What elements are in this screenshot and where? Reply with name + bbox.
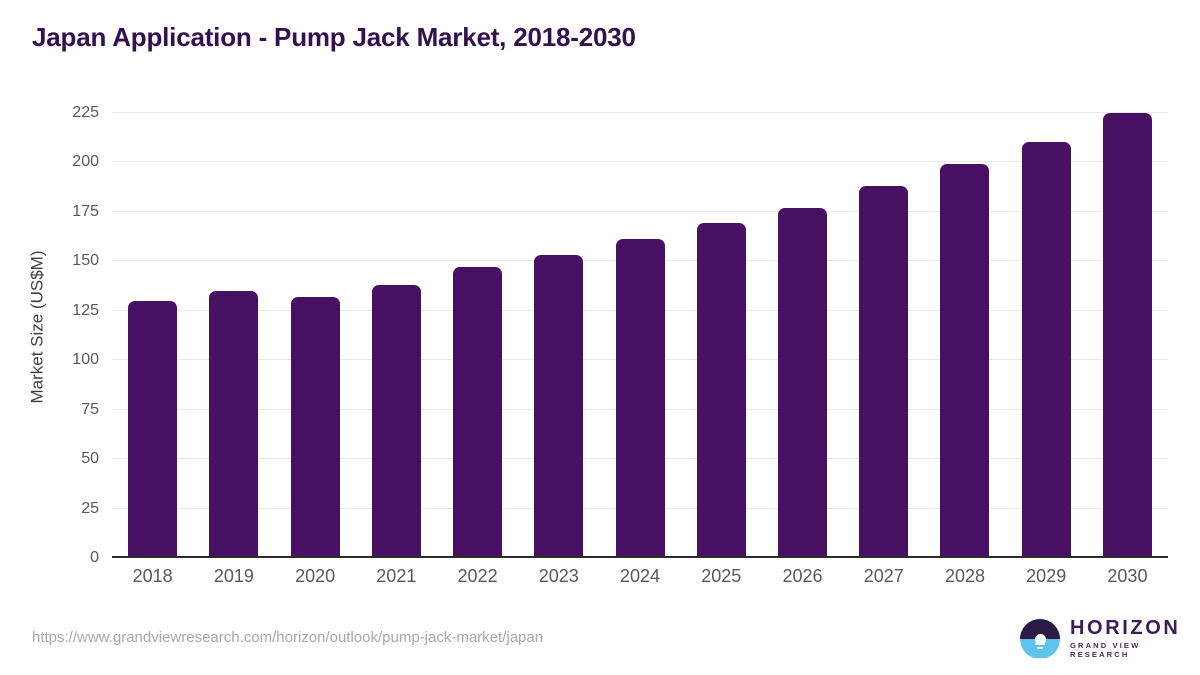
bar-slot-2023: [518, 95, 599, 558]
x-tick-label-2027: 2027: [863, 566, 904, 586]
gridline: [112, 210, 1168, 212]
bar-slot-2026: [762, 95, 843, 558]
y-tick-label: 25: [81, 499, 99, 517]
y-tick-label: 50: [81, 450, 99, 467]
y-tick-label: 175: [72, 202, 99, 220]
bar-slot-2027: [843, 95, 924, 558]
bar-2023: [534, 255, 584, 558]
bar-slot-2024: [599, 95, 680, 558]
x-tick-label-2019: 2019: [213, 566, 254, 586]
y-tick-label: 0: [90, 549, 99, 566]
bar-slot-2028: [924, 95, 1005, 558]
bar-slot-2029: [1006, 95, 1087, 558]
x-tick-label-2018: 2018: [132, 566, 173, 586]
x-tick-label-2029: 2029: [1026, 566, 1067, 586]
bar-slot-2019: [193, 95, 274, 558]
bar-2021: [371, 284, 421, 558]
bar-slot-2018: [112, 95, 193, 558]
x-axis-tick-labels: 2018 2019 2020 2021 2022 2023 2024 2025 2026 2027…: [112, 566, 1168, 587]
y-tick-label: 225: [72, 103, 99, 121]
x-tick-label-2030: 2030: [1107, 566, 1148, 586]
x-tick-label-2028: 2028: [944, 566, 985, 586]
logo-text: HORIZON GRAND VIEW RESEARCH: [1070, 618, 1200, 659]
y-tick-label: 100: [72, 351, 99, 368]
logo-reflection-dash: [1037, 646, 1043, 649]
bar-2019: [209, 290, 259, 558]
source-url: https://www.grandviewresearch.com/horizo…: [32, 629, 544, 646]
y-tick-label: 150: [72, 252, 99, 269]
bar-2027: [859, 185, 909, 558]
bar-slot-2030: [1087, 95, 1168, 558]
bar-slot-2022: [437, 95, 518, 558]
bar-2026: [777, 207, 827, 558]
x-tick-label-2022: 2022: [457, 566, 498, 586]
gridline: [112, 111, 1168, 113]
logo-sun-icon: [1034, 634, 1046, 645]
y-tick-label: 125: [72, 301, 99, 319]
bar-slot-2020: [274, 95, 355, 558]
bar-2025: [696, 223, 746, 558]
x-axis-line: [112, 556, 1168, 558]
bar-2030: [1102, 112, 1152, 558]
bar-series: [112, 95, 1168, 558]
gridline: [112, 161, 1168, 162]
horizon-sunset-icon: [1020, 618, 1060, 659]
y-tick-label: 75: [81, 400, 99, 418]
logo-name: HORIZON: [1070, 617, 1181, 639]
x-tick-label-2023: 2023: [538, 566, 579, 586]
bar-2029: [1021, 142, 1071, 558]
chart-title: Japan Application - Pump Jack Market, 20…: [32, 22, 636, 52]
x-tick-label-2025: 2025: [701, 566, 742, 586]
logo-subtitle: GRAND VIEW RESEARCH: [1070, 641, 1141, 659]
horizon-logo: HORIZON GRAND VIEW RESEARCH: [1020, 618, 1200, 659]
bar-2028: [940, 163, 990, 558]
bar-slot-2021: [356, 95, 437, 558]
plot-area: 0 25 50 75 100 125 150 175 200 225: [72, 95, 1168, 566]
bar-2022: [453, 266, 503, 558]
bar-2024: [615, 239, 665, 558]
logo-reflection-dash: [1035, 642, 1045, 645]
y-axis-title-text: Market Size (US$M): [28, 249, 47, 404]
bar-2020: [290, 296, 340, 558]
bar-2018: [128, 300, 178, 558]
x-tick-label-2021: 2021: [376, 566, 417, 586]
bar-slot-2025: [681, 95, 762, 558]
logo-sky-half: [1020, 618, 1060, 640]
x-tick-label-2024: 2024: [620, 566, 661, 586]
y-tick-label: 200: [72, 153, 99, 170]
logo-water-half: [1020, 639, 1060, 659]
x-tick-label-2020: 2020: [295, 566, 336, 586]
x-tick-label-2026: 2026: [782, 566, 823, 586]
